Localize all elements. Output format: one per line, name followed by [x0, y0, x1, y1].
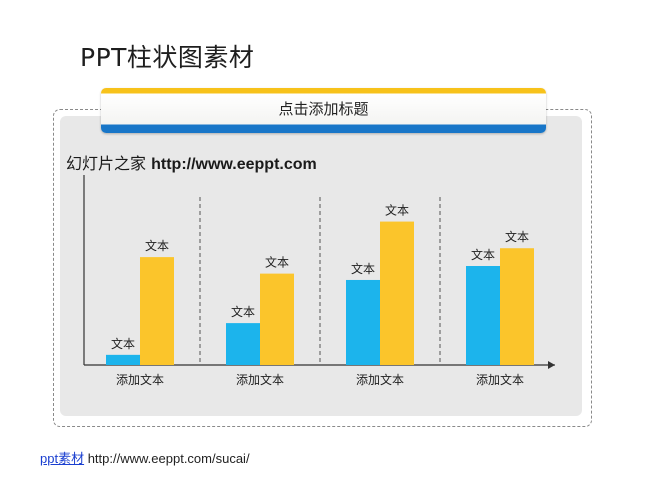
bar-series-2 [260, 273, 294, 365]
data-label: 文本 [265, 255, 289, 270]
category-label: 添加文本 [236, 372, 284, 387]
category-label: 添加文本 [116, 372, 164, 387]
data-label: 文本 [111, 336, 135, 351]
bar-series-2 [140, 257, 174, 365]
page-title: PPT柱状图素材 [80, 43, 255, 72]
bar-series-2 [500, 248, 534, 365]
header-title[interactable]: 点击添加标题 [278, 100, 369, 118]
x-axis-arrow [548, 361, 555, 369]
data-label: 文本 [505, 229, 529, 244]
header-bar [101, 88, 546, 133]
bar-series-1 [466, 266, 500, 365]
subtitle-site-name: 幻灯片之家 [66, 154, 147, 173]
bar-series-1 [106, 354, 140, 365]
data-label: 文本 [385, 203, 409, 218]
category-label: 添加文本 [356, 372, 404, 387]
footer-link[interactable]: ppt素材 [40, 451, 85, 466]
data-label: 文本 [231, 304, 255, 319]
chart-subtitle: 幻灯片之家 http://www.eeppt.com [66, 150, 317, 174]
footer-url: http://www.eeppt.com/sucai/ [87, 451, 250, 466]
data-label: 文本 [351, 261, 375, 276]
data-label: 文本 [471, 247, 495, 262]
data-label: 文本 [145, 238, 169, 253]
subtitle-url: http://www.eeppt.com [151, 156, 317, 173]
category-label: 添加文本 [476, 372, 524, 387]
bar-series-1 [226, 323, 260, 365]
bar-series-1 [346, 279, 380, 365]
footer: ppt素材 http://www.eeppt.com/sucai/ [40, 448, 250, 467]
bar-series-2 [380, 221, 414, 365]
